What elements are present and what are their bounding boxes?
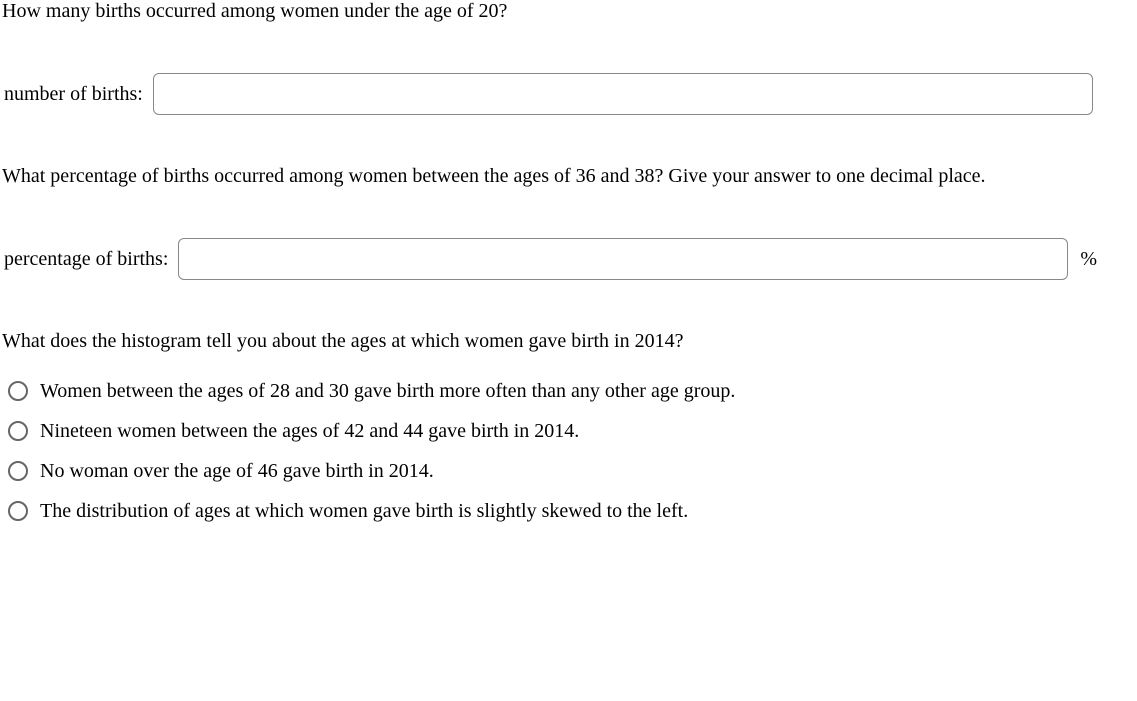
radio-option-1[interactable]: Nineteen women between the ages of 42 an… <box>8 417 1137 445</box>
radio-circle-icon[interactable] <box>8 381 28 401</box>
radio-label-2: No woman over the age of 46 gave birth i… <box>40 457 434 485</box>
q2-input-row: percentage of births: % <box>0 238 1137 280</box>
q2-label: percentage of births: <box>4 248 168 271</box>
number-of-births-input[interactable] <box>153 73 1093 115</box>
radio-option-3[interactable]: The distribution of ages at which women … <box>8 497 1137 525</box>
q3-prompt: What does the histogram tell you about t… <box>0 330 1137 353</box>
radio-option-0[interactable]: Women between the ages of 28 and 30 gave… <box>8 377 1137 405</box>
percentage-of-births-input[interactable] <box>178 238 1068 280</box>
q1-input-row: number of births: <box>0 73 1137 115</box>
percent-suffix: % <box>1080 248 1097 271</box>
q1-prompt: How many births occurred among women und… <box>0 0 1137 23</box>
radio-label-3: The distribution of ages at which women … <box>40 497 688 525</box>
radio-option-2[interactable]: No woman over the age of 46 gave birth i… <box>8 457 1137 485</box>
radio-label-0: Women between the ages of 28 and 30 gave… <box>40 377 735 405</box>
radio-circle-icon[interactable] <box>8 421 28 441</box>
q1-label: number of births: <box>4 83 143 106</box>
q2-prompt: What percentage of births occurred among… <box>0 165 1137 188</box>
radio-label-1: Nineteen women between the ages of 42 an… <box>40 417 579 445</box>
q3-options: Women between the ages of 28 and 30 gave… <box>0 377 1137 525</box>
radio-circle-icon[interactable] <box>8 461 28 481</box>
radio-circle-icon[interactable] <box>8 501 28 521</box>
